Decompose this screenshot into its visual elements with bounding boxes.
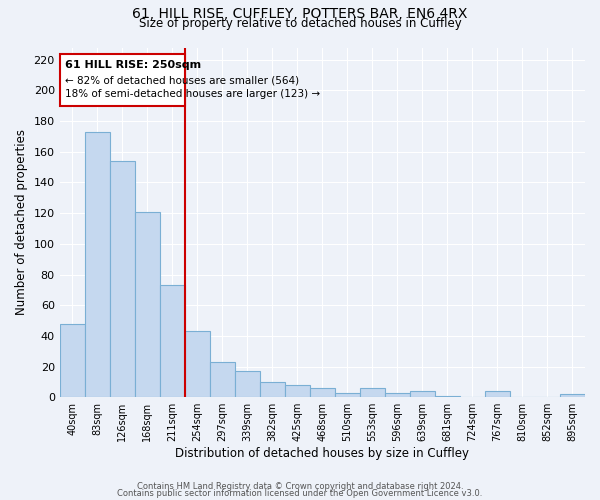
Bar bbox=[435, 396, 460, 397]
Bar bbox=[385, 392, 410, 397]
FancyBboxPatch shape bbox=[59, 54, 185, 106]
Bar bbox=[185, 332, 210, 397]
X-axis label: Distribution of detached houses by size in Cuffley: Distribution of detached houses by size … bbox=[175, 447, 469, 460]
Bar bbox=[210, 362, 235, 397]
Text: Contains public sector information licensed under the Open Government Licence v3: Contains public sector information licen… bbox=[118, 489, 482, 498]
Bar bbox=[485, 391, 510, 397]
Text: ← 82% of detached houses are smaller (564): ← 82% of detached houses are smaller (56… bbox=[65, 75, 299, 85]
Y-axis label: Number of detached properties: Number of detached properties bbox=[15, 130, 28, 316]
Bar bbox=[335, 392, 360, 397]
Text: Size of property relative to detached houses in Cuffley: Size of property relative to detached ho… bbox=[139, 18, 461, 30]
Bar bbox=[560, 394, 585, 397]
Bar bbox=[85, 132, 110, 397]
Text: 61, HILL RISE, CUFFLEY, POTTERS BAR, EN6 4RX: 61, HILL RISE, CUFFLEY, POTTERS BAR, EN6… bbox=[133, 6, 467, 20]
Bar bbox=[360, 388, 385, 397]
Bar bbox=[59, 324, 85, 397]
Bar bbox=[310, 388, 335, 397]
Bar bbox=[160, 285, 185, 397]
Bar bbox=[285, 385, 310, 397]
Text: 18% of semi-detached houses are larger (123) →: 18% of semi-detached houses are larger (… bbox=[65, 89, 320, 99]
Bar bbox=[235, 371, 260, 397]
Bar bbox=[260, 382, 285, 397]
Text: 61 HILL RISE: 250sqm: 61 HILL RISE: 250sqm bbox=[65, 60, 201, 70]
Bar bbox=[135, 212, 160, 397]
Bar bbox=[410, 391, 435, 397]
Bar bbox=[110, 161, 135, 397]
Text: Contains HM Land Registry data © Crown copyright and database right 2024.: Contains HM Land Registry data © Crown c… bbox=[137, 482, 463, 491]
